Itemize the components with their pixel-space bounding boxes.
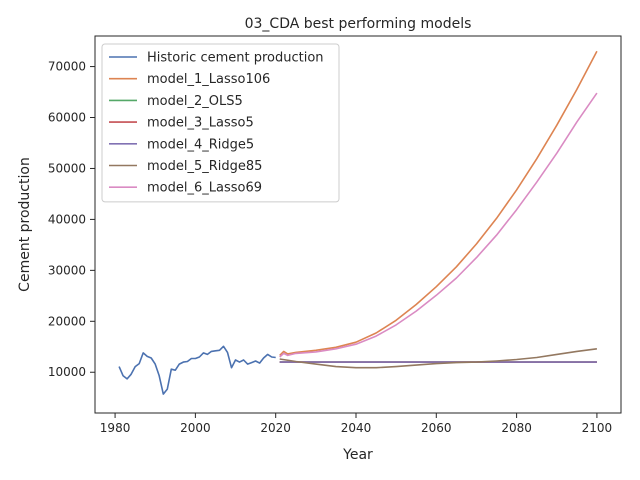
x-tick-label: 2060	[421, 421, 452, 435]
legend-entry: model_6_Lasso69	[147, 181, 262, 196]
chart-title: 03_CDA best performing models	[245, 16, 472, 32]
axis-ticks: 1980 2000 2020 2040 2060 2080 2100 10000 20000 30…	[48, 60, 612, 435]
plot-area	[118, 50, 598, 395]
series-line-model-6-lasso69	[279, 92, 598, 358]
legend-entry: model_1_Lasso106	[147, 72, 270, 87]
x-tick-label: 2040	[341, 421, 372, 435]
legend-entry: model_4_Ridge5	[147, 137, 254, 152]
y-tick-label: 70000	[48, 60, 86, 74]
legend-entry: model_3_Lasso5	[147, 116, 254, 131]
x-axis-label: Year	[342, 447, 373, 463]
series-line-model-1-lasso106	[279, 50, 598, 356]
legend: Historic cement production model_1_Lasso1…	[101, 43, 340, 203]
y-tick-label: 20000	[48, 314, 86, 328]
x-tick-label: 1980	[100, 421, 131, 435]
legend-entry: model_2_OLS5	[147, 94, 243, 109]
x-tick-label: 2000	[180, 421, 211, 435]
x-tick-label: 2020	[260, 421, 291, 435]
y-axis-label: Cement production	[17, 157, 33, 292]
axes-frame	[94, 35, 622, 414]
x-tick-label: 2100	[582, 421, 613, 435]
y-tick-label: 30000	[48, 263, 86, 277]
legend-entry: Historic cement production	[147, 51, 324, 66]
x-tick-label: 2080	[501, 421, 532, 435]
y-tick-label: 60000	[48, 111, 86, 125]
legend-entry: model_5_Ridge85	[147, 159, 262, 174]
series-line-model-5-ridge85	[279, 348, 598, 369]
legend-box	[101, 43, 340, 203]
y-tick-label: 40000	[48, 212, 86, 226]
y-tick-label: 10000	[48, 365, 86, 379]
y-tick-label: 50000	[48, 161, 86, 175]
series-line-historic-cement-production	[118, 345, 276, 395]
